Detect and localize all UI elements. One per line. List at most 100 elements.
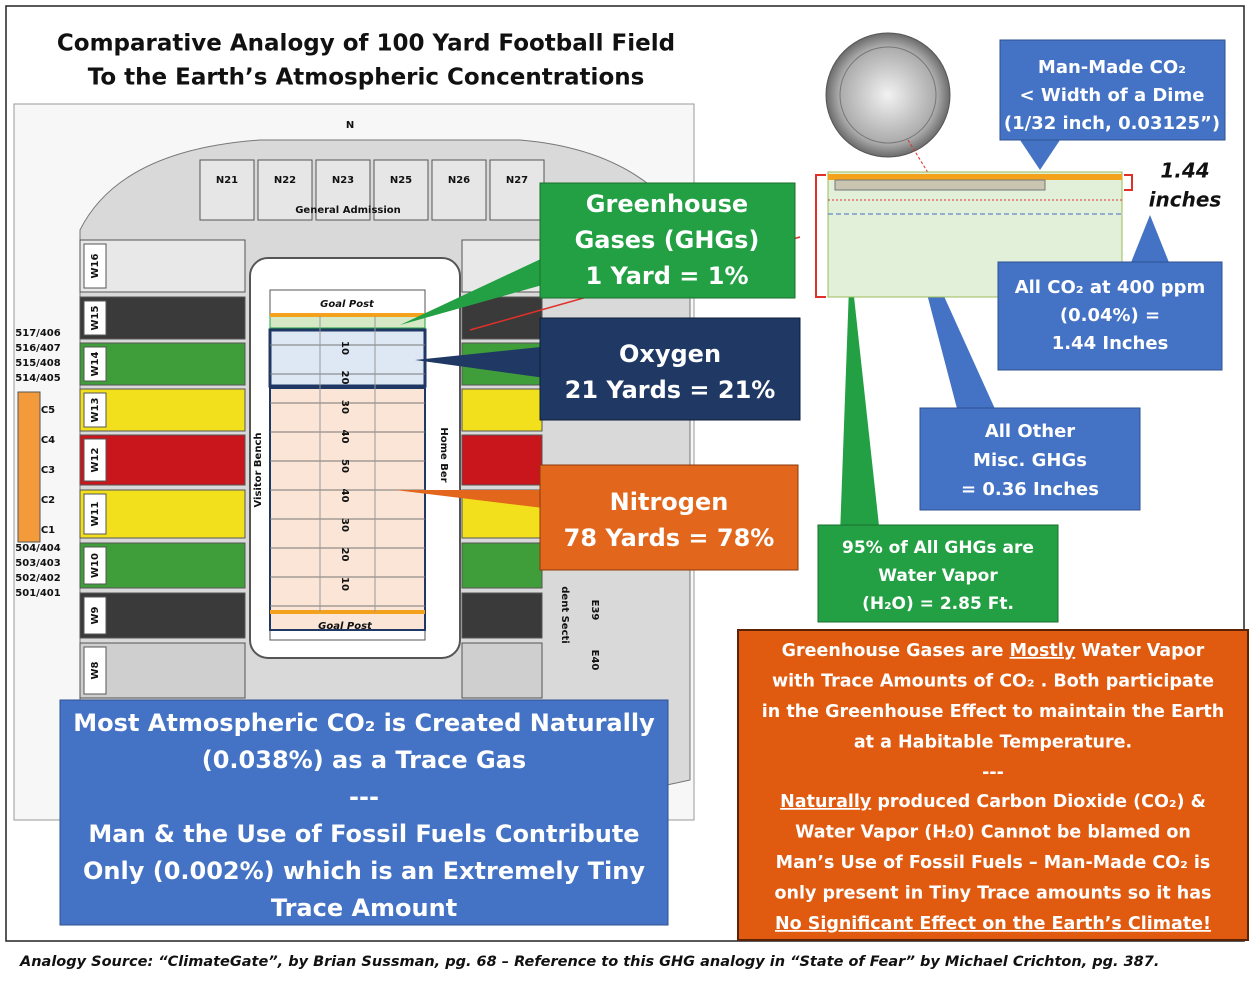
yard-number: 40	[339, 489, 350, 503]
box-text: Trace Amount	[271, 894, 457, 922]
nitrogen-zone	[269, 387, 426, 631]
climate-line: only present in Tiny Trace amounts so it…	[775, 884, 1212, 904]
climate-line: ---	[982, 763, 1004, 783]
section-label: N23	[332, 175, 354, 186]
box-text: Misc. GHGs	[973, 450, 1087, 471]
section-row	[79, 642, 246, 699]
climate-line: at a Habitable Temperature.	[854, 733, 1132, 753]
climate-line: Naturally produced Carbon Dioxide (CO₂) …	[780, 792, 1206, 812]
north-section	[199, 159, 255, 221]
climate-line: Greenhouse Gases are Mostly Water Vapor	[782, 641, 1205, 661]
box-text: (H₂O) = 2.85 Ft.	[862, 594, 1014, 614]
section-label: C4	[41, 435, 55, 446]
climate-segment: only present in Tiny Trace amounts so it…	[775, 884, 1212, 904]
yard-number: 10	[339, 577, 350, 591]
title-line: Comparative Analogy of 100 Yard Football…	[57, 31, 675, 57]
climate-segment: produced Carbon Dioxide (CO₂) &	[871, 792, 1206, 812]
c-column	[17, 391, 41, 543]
dime-arrow	[1020, 140, 1060, 170]
section-label: E39	[589, 600, 600, 621]
box-text: Most Atmospheric CO₂ is Created Naturall…	[73, 709, 655, 737]
row-label: 516/407	[15, 343, 60, 354]
goal-post: Goal Post	[318, 621, 373, 632]
box-text: All Other	[985, 421, 1075, 442]
section-row	[79, 434, 246, 486]
student-section: dent Secti	[559, 586, 570, 643]
section-label-bg	[83, 243, 107, 289]
climate-segment: Man’s Use of Fossil Fuels – Man-Made CO₂…	[776, 853, 1211, 873]
climate-segment: No Significant Effect on the Earth’s Cli…	[775, 914, 1211, 934]
row-label: 501/401	[15, 588, 60, 599]
section-label: N21	[216, 175, 238, 186]
section-label-bg	[83, 392, 107, 428]
box-text: Gases (GHGs)	[575, 226, 760, 254]
section-label: W9	[90, 606, 101, 624]
climate-segment: Mostly	[1010, 641, 1076, 661]
climate-line: Water Vapor (H₂0) Cannot be blamed on	[795, 823, 1191, 843]
goal-post: Goal Post	[320, 299, 375, 310]
dime-edge	[834, 179, 1046, 191]
climate-box	[737, 629, 1249, 941]
dime-pointer	[907, 139, 931, 177]
climate-segment: Greenhouse Gases are	[782, 641, 1010, 661]
section-label: W10	[90, 553, 101, 578]
section-label: N25	[390, 175, 412, 186]
row-label: 514/405	[15, 373, 60, 384]
climate-segment: with Trace Amounts of CO₂ . Both partici…	[772, 672, 1214, 692]
north-section	[489, 159, 545, 221]
section-label: C3	[41, 465, 55, 476]
section-label-bg	[83, 646, 107, 695]
title-line: To the Earth’s Atmospheric Concentration…	[88, 65, 645, 91]
yard-number: 50	[339, 459, 350, 473]
box-text: Man-Made CO₂	[1038, 57, 1186, 78]
section-row	[79, 388, 246, 432]
general-admission: General Admission	[295, 205, 401, 216]
yard-number: 30	[339, 400, 350, 414]
ghg-zone	[269, 315, 426, 329]
box-text: All CO₂ at 400 ppm	[1015, 277, 1206, 298]
section-label: W14	[90, 351, 101, 376]
section-label: C2	[41, 495, 55, 506]
bracket	[1124, 174, 1133, 191]
box-text: Greenhouse	[586, 190, 748, 218]
row-label: 504/404	[15, 543, 60, 554]
other-box	[919, 407, 1141, 511]
yard-number: 30	[339, 518, 350, 532]
dime-box	[999, 39, 1226, 141]
section-row	[79, 342, 246, 386]
north-section	[431, 159, 487, 221]
section-label-bg	[83, 438, 107, 482]
section-label: N22	[274, 175, 296, 186]
yard-number: 20	[339, 371, 350, 385]
measurement: inches	[1149, 188, 1222, 212]
bench-label: Visitor Bench	[253, 432, 264, 507]
nitrogen-box	[539, 464, 799, 571]
box-text: ---	[349, 783, 379, 811]
section-row	[79, 296, 246, 340]
nitrogen-arrow	[395, 490, 560, 510]
box-text: (0.04%) =	[1060, 305, 1160, 326]
box-text: < Width of a Dime	[1020, 85, 1205, 106]
section-row	[79, 489, 246, 539]
row-label: 517/406	[15, 328, 60, 339]
climate-segment: ---	[982, 763, 1004, 783]
climate-line: with Trace Amounts of CO₂ . Both partici…	[772, 672, 1214, 692]
row-label: 515/408	[15, 358, 60, 369]
box-text: 78 Yards = 78%	[564, 524, 775, 552]
water-arrow	[840, 260, 880, 535]
section-label: W11	[90, 501, 101, 526]
section-label: C5	[41, 405, 55, 416]
section-label: W8	[90, 661, 101, 679]
section-row	[461, 296, 543, 340]
dime	[825, 32, 951, 177]
yard-number: 40	[339, 430, 350, 444]
climate-segment: Water Vapor	[1075, 641, 1204, 661]
section-label: W15	[90, 305, 101, 330]
co2-gauge	[815, 171, 1133, 298]
bracket	[815, 174, 826, 298]
climate-line: No Significant Effect on the Earth’s Cli…	[775, 914, 1211, 934]
box-text: Man & the Use of Fossil Fuels Contribute	[88, 820, 639, 848]
dime-image	[825, 32, 951, 158]
box-text: 21 Yards = 21%	[565, 376, 776, 404]
